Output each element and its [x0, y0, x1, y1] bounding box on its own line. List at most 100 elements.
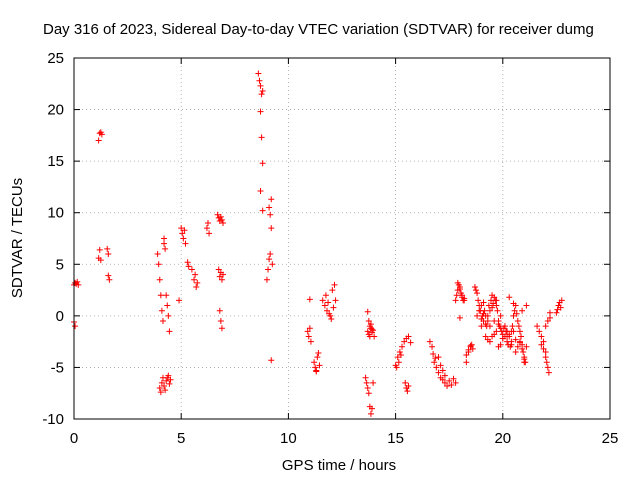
data-point [161, 235, 168, 242]
data-point [441, 372, 448, 379]
data-point [163, 292, 170, 299]
data-point [158, 307, 165, 314]
data-point [165, 372, 172, 379]
data-point [494, 307, 501, 314]
data-point [435, 354, 442, 361]
data-point [161, 240, 168, 247]
data-point [162, 387, 169, 394]
data-point [446, 377, 453, 384]
data-point [463, 359, 470, 366]
data-point [557, 304, 564, 311]
data-point [256, 77, 263, 84]
data-point [506, 294, 513, 301]
data-point [327, 312, 334, 319]
data-point [454, 279, 461, 286]
data-point [369, 326, 376, 333]
data-point [158, 379, 165, 386]
data-point [401, 338, 408, 345]
data-point [269, 261, 276, 268]
data-point [523, 343, 530, 350]
data-point [257, 82, 264, 89]
data-point [453, 292, 460, 299]
data-point [444, 382, 451, 389]
data-point [220, 220, 227, 227]
data-point [159, 318, 166, 325]
data-point [544, 364, 551, 371]
data-point [544, 318, 551, 325]
data-point [474, 290, 481, 297]
y-axis-label: SDTVAR / TECUs [9, 178, 26, 298]
data-point [538, 333, 545, 340]
data-point [481, 307, 488, 314]
data-point [178, 225, 185, 232]
data-point [452, 297, 459, 304]
data-point [193, 283, 200, 290]
data-point [185, 263, 192, 270]
data-point [523, 302, 530, 309]
data-point [482, 321, 489, 328]
data-point [456, 286, 463, 293]
data-point [395, 359, 402, 366]
data-point [259, 160, 266, 167]
data-point [188, 266, 195, 273]
data-point [268, 196, 275, 203]
data-point [484, 312, 491, 319]
data-point [473, 287, 479, 294]
data-point [161, 382, 168, 389]
data-point [216, 307, 223, 314]
data-point [405, 333, 412, 340]
data-point [325, 299, 332, 306]
data-point [516, 338, 523, 345]
data-point [166, 328, 173, 335]
data-point [74, 278, 81, 285]
y-tick-label: 15 [47, 153, 64, 170]
data-point [156, 385, 163, 392]
data-point [157, 389, 164, 396]
data-point [364, 385, 371, 392]
data-point [461, 297, 468, 304]
data-point [328, 315, 335, 322]
data-point [482, 333, 489, 340]
data-point [456, 314, 463, 321]
y-tick-label: 0 [56, 308, 64, 325]
data-point [268, 225, 275, 232]
data-point [463, 352, 470, 359]
data-point [542, 354, 549, 361]
data-point [439, 376, 446, 383]
data-point [106, 276, 113, 283]
data-point [364, 308, 371, 315]
data-point [465, 346, 472, 353]
data-point [511, 307, 518, 314]
data-point [450, 375, 457, 382]
data-point [367, 410, 374, 417]
data-point [370, 379, 377, 386]
data-point [96, 246, 103, 253]
data-point [407, 339, 414, 346]
grid [74, 58, 610, 419]
data-point [491, 331, 498, 338]
data-point [257, 108, 264, 115]
data-point [480, 310, 487, 317]
data-point [370, 327, 377, 334]
data-point [393, 364, 400, 371]
data-point [405, 382, 412, 389]
data-point [497, 341, 504, 348]
data-point [519, 345, 526, 352]
data-point [316, 362, 323, 369]
data-point [97, 257, 104, 264]
data-point [313, 368, 320, 375]
data-point [191, 276, 198, 283]
data-point [258, 91, 265, 98]
data-point [501, 323, 508, 330]
data-point [512, 348, 519, 355]
data-point [184, 259, 191, 266]
data-point [493, 302, 500, 309]
data-point [469, 345, 476, 352]
data-point [478, 302, 485, 309]
data-points [71, 70, 565, 417]
data-point [163, 377, 170, 384]
data-point [497, 325, 504, 332]
data-point [330, 304, 337, 311]
data-point [181, 227, 188, 234]
data-point [426, 338, 433, 345]
